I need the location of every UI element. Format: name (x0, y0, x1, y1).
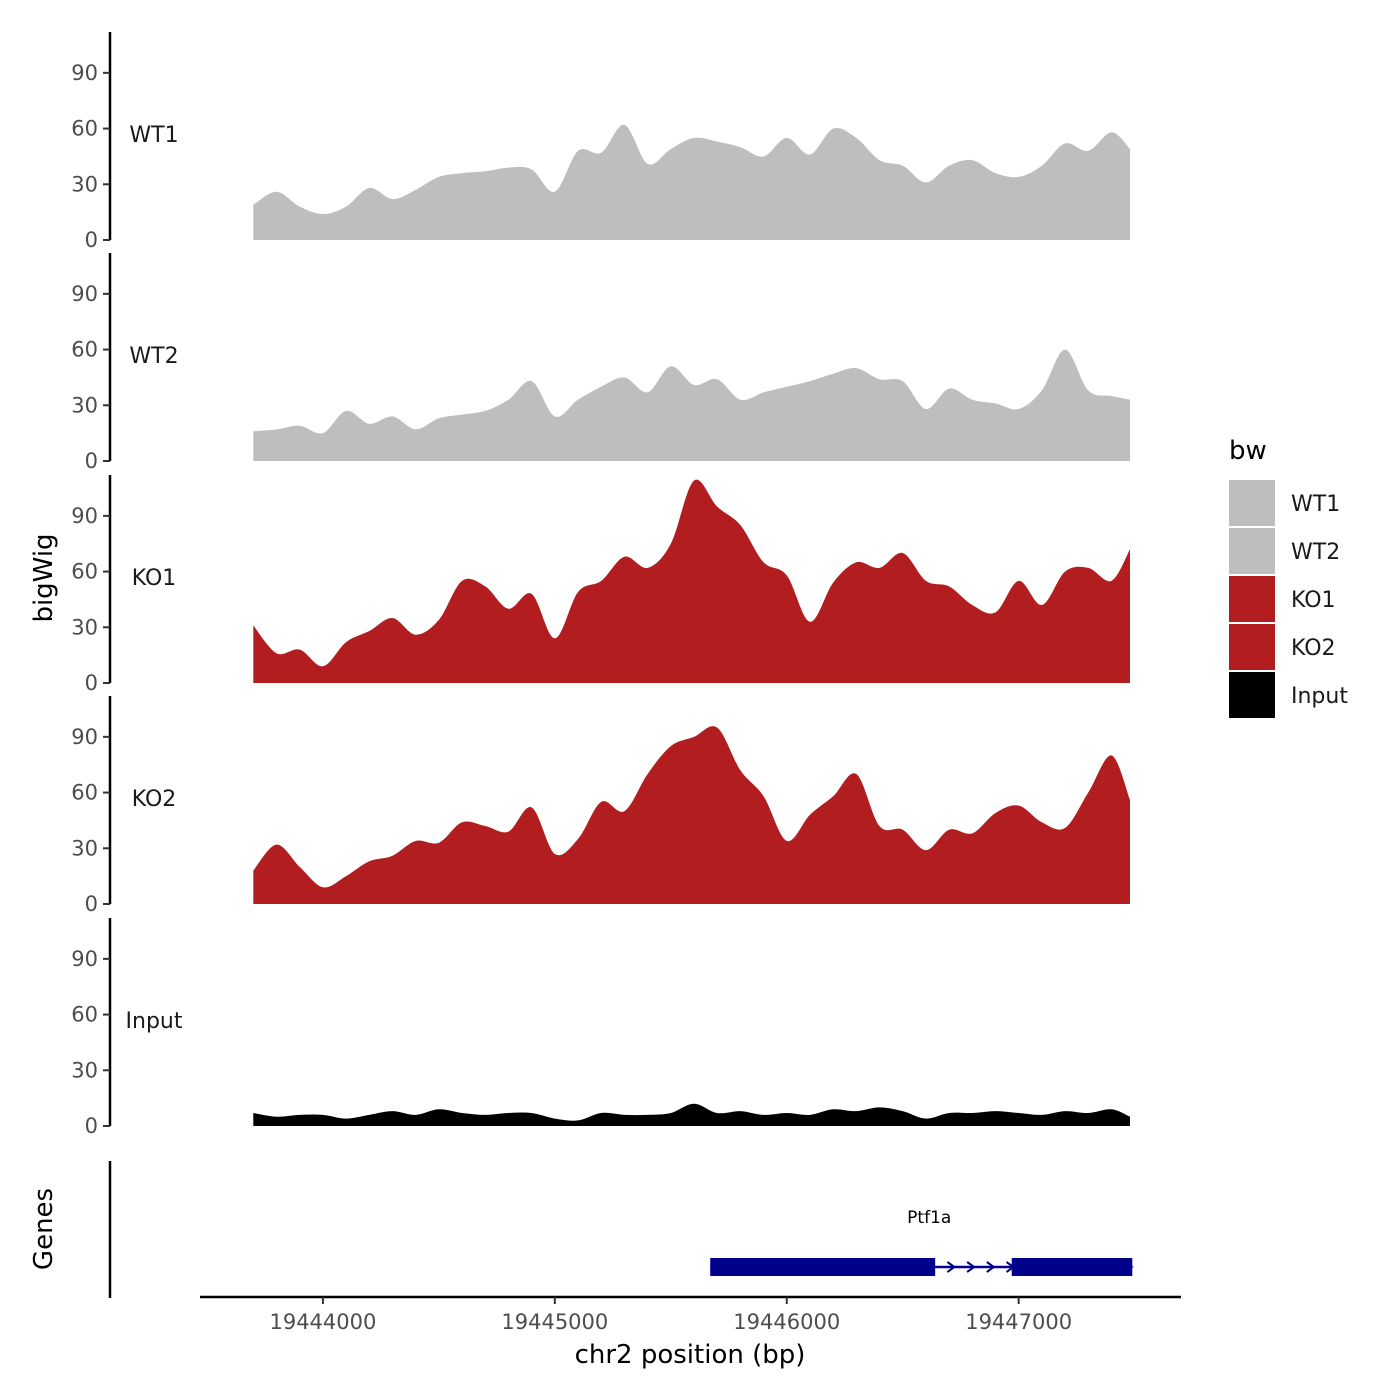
y-tick-label: 60 (71, 781, 98, 805)
y-tick-label: 30 (71, 393, 98, 417)
y-tick-label: 30 (71, 1058, 98, 1082)
track-label-input: Input (126, 1009, 183, 1034)
y-tick-label: 90 (71, 725, 98, 749)
strand-arrow-icon (946, 1261, 957, 1273)
y-tick-label: 0 (85, 449, 98, 473)
x-axis-title: chr2 position (bp) (575, 1340, 806, 1370)
genes-axis-title: Genes (29, 1188, 59, 1270)
legend-swatch-wt1 (1229, 480, 1275, 526)
y-tick-label: 30 (71, 172, 98, 196)
area-wt1 (253, 124, 1131, 240)
legend-swatch-wt2 (1229, 528, 1275, 574)
legend-label-input: Input (1291, 684, 1348, 709)
legend-label-wt1: WT1 (1291, 492, 1340, 517)
area-ko1 (253, 479, 1131, 683)
strand-arrow-icon (986, 1261, 996, 1273)
legend-label-ko2: KO2 (1291, 636, 1336, 661)
y-tick-label: 60 (71, 338, 98, 362)
y-tick-label: 30 (71, 836, 98, 860)
area-ko2 (253, 726, 1131, 904)
gene-exon (710, 1258, 936, 1276)
track-ko1: 0 30 60 90 KO1 (71, 475, 1131, 695)
y-axis-title: bigWig (29, 533, 59, 622)
legend: bw WT1 WT2 KO1 KO2 Input (1229, 436, 1348, 718)
track-wt1: 0 30 60 90 WT1 (71, 32, 1131, 252)
gene-exon (1011, 1258, 1133, 1276)
legend-swatch-ko1 (1229, 576, 1275, 622)
signal-tracks: 0 30 60 90 WT1 0 30 60 90 WT2 0 30 60 90 KO1 0 30 60 90 KO2… (71, 32, 1131, 1138)
track-label-wt2: WT2 (129, 344, 178, 369)
track-label-ko2: KO2 (132, 787, 177, 812)
y-tick-label: 90 (71, 282, 98, 306)
track-ko2: 0 30 60 90 KO2 (71, 696, 1131, 916)
y-tick-label: 90 (71, 947, 98, 971)
y-tick-label: 90 (71, 504, 98, 528)
x-axis: 19444000 19445000 19446000 19447000 (200, 1295, 1181, 1334)
track-wt2: 0 30 60 90 WT2 (71, 253, 1131, 473)
area-input (253, 1103, 1131, 1126)
legend-label-ko1: KO1 (1291, 588, 1336, 613)
legend-swatch-ko2 (1229, 624, 1275, 670)
x-tick-label: 19447000 (965, 1310, 1072, 1334)
track-input: 0 30 60 90 Input (71, 918, 1131, 1138)
x-tick-label: 19446000 (733, 1310, 840, 1334)
track-label-wt1: WT1 (129, 123, 178, 148)
y-tick-label: 60 (71, 1003, 98, 1027)
y-tick-label: 0 (85, 671, 98, 695)
y-tick-label: 60 (71, 117, 98, 141)
y-tick-label: 0 (85, 228, 98, 252)
y-tick-label: 0 (85, 892, 98, 916)
x-tick-label: 19445000 (501, 1310, 608, 1334)
y-tick-label: 30 (71, 615, 98, 639)
legend-label-wt2: WT2 (1291, 540, 1340, 565)
track-label-ko1: KO1 (132, 566, 177, 591)
legend-swatch-input (1229, 672, 1275, 718)
legend-title: bw (1229, 436, 1267, 466)
gene-label-ptf1a: Ptf1a (907, 1208, 951, 1228)
strand-arrow-icon (966, 1261, 976, 1273)
x-tick-label: 19444000 (269, 1310, 376, 1334)
y-tick-label: 60 (71, 560, 98, 584)
y-tick-label: 90 (71, 61, 98, 85)
y-tick-label: 0 (85, 1114, 98, 1138)
area-wt2 (253, 349, 1131, 461)
genes-panel: Ptf1a (108, 1161, 1134, 1298)
